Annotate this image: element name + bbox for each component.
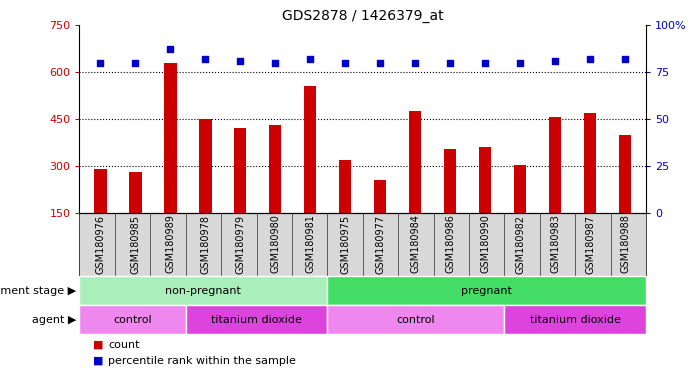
Title: GDS2878 / 1426379_at: GDS2878 / 1426379_at <box>282 8 444 23</box>
Point <box>95 60 106 66</box>
Point <box>165 46 176 53</box>
Text: titanium dioxide: titanium dioxide <box>211 314 302 325</box>
Point <box>410 60 421 66</box>
Point <box>620 56 631 62</box>
Bar <box>95 169 106 213</box>
Bar <box>339 160 352 213</box>
Text: agent ▶: agent ▶ <box>32 314 76 325</box>
Bar <box>374 180 386 213</box>
Text: control: control <box>113 314 152 325</box>
Bar <box>479 147 491 213</box>
Bar <box>444 149 456 213</box>
Bar <box>129 172 142 213</box>
Point <box>200 56 211 62</box>
Bar <box>234 128 247 213</box>
Text: count: count <box>108 340 140 350</box>
Point <box>305 56 316 62</box>
Bar <box>199 119 211 213</box>
Bar <box>409 111 422 213</box>
Text: control: control <box>397 314 435 325</box>
Point <box>585 56 596 62</box>
Point <box>375 60 386 66</box>
Point <box>269 60 281 66</box>
Text: ■: ■ <box>93 340 104 350</box>
Text: titanium dioxide: titanium dioxide <box>530 314 621 325</box>
Text: development stage ▶: development stage ▶ <box>0 286 76 296</box>
Point <box>549 58 560 64</box>
Point <box>445 60 456 66</box>
Text: ■: ■ <box>93 356 104 366</box>
Bar <box>304 86 316 213</box>
Bar <box>549 118 561 213</box>
Point <box>130 60 141 66</box>
Point <box>480 60 491 66</box>
Point <box>340 60 351 66</box>
Point <box>515 60 526 66</box>
Text: pregnant: pregnant <box>462 286 512 296</box>
Point <box>235 58 246 64</box>
Bar <box>619 135 631 213</box>
Bar <box>584 113 596 213</box>
Bar <box>269 125 281 213</box>
Text: percentile rank within the sample: percentile rank within the sample <box>108 356 296 366</box>
Bar <box>164 63 176 213</box>
Text: non-pregnant: non-pregnant <box>165 286 241 296</box>
Bar <box>514 164 527 213</box>
